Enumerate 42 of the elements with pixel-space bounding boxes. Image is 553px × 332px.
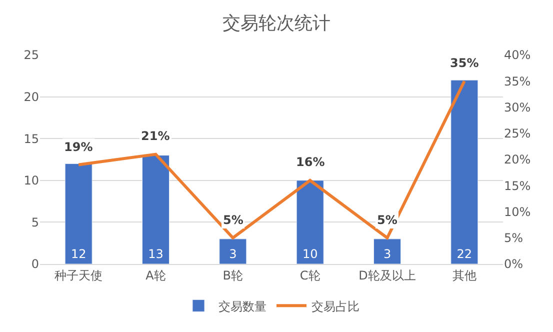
bar xyxy=(296,180,324,264)
y-tick-label: 25 xyxy=(24,48,39,62)
bar xyxy=(374,238,401,264)
data-label: 10 xyxy=(302,247,318,261)
x-tick-label: 种子天使 xyxy=(54,268,103,282)
data-label: 22 xyxy=(456,247,472,261)
x-tick-label: A轮 xyxy=(146,268,166,282)
data-label: 21% xyxy=(141,129,170,143)
data-label: 35% xyxy=(450,56,479,70)
y2-tick-label: 35% xyxy=(504,74,531,88)
data-label: 5% xyxy=(223,213,244,227)
legend-label: 交易占比 xyxy=(312,299,360,314)
y-tick-label: 15 xyxy=(24,132,39,146)
bar xyxy=(450,80,478,264)
x-tick-label: C轮 xyxy=(300,268,320,282)
data-label: 13 xyxy=(148,247,164,261)
x-tick-label: B轮 xyxy=(222,268,244,282)
chart-title: 交易轮次统计 xyxy=(222,13,330,34)
data-label: 3 xyxy=(383,247,392,261)
bar xyxy=(142,155,170,264)
y-tick-label: 5 xyxy=(31,215,39,230)
y2-tick-label: 0% xyxy=(504,257,524,272)
y2-tick-label: 25% xyxy=(504,126,531,141)
y-tick-label: 10 xyxy=(24,174,39,188)
y2-tick-label: 40% xyxy=(504,48,531,62)
data-label: 5% xyxy=(377,213,398,227)
bar xyxy=(64,163,92,264)
x-tick-label: D轮及以上 xyxy=(358,268,416,282)
y2-tick-label: 10% xyxy=(504,204,531,219)
y-tick-label: 20 xyxy=(24,90,39,104)
data-label: 19% xyxy=(64,140,93,154)
y2-tick-label: 5% xyxy=(504,231,524,246)
legend-label: 交易数量 xyxy=(218,299,266,314)
x-tick-label: 其他 xyxy=(452,268,476,282)
data-label: 16% xyxy=(296,155,325,169)
y2-tick-label: 15% xyxy=(504,178,531,193)
y-tick-label: 0 xyxy=(31,257,39,272)
y2-tick-label: 20% xyxy=(504,152,531,167)
bar xyxy=(219,238,247,264)
y2-tick-label: 30% xyxy=(504,100,531,114)
data-label: 3 xyxy=(229,247,237,261)
data-label: 12 xyxy=(70,247,86,261)
